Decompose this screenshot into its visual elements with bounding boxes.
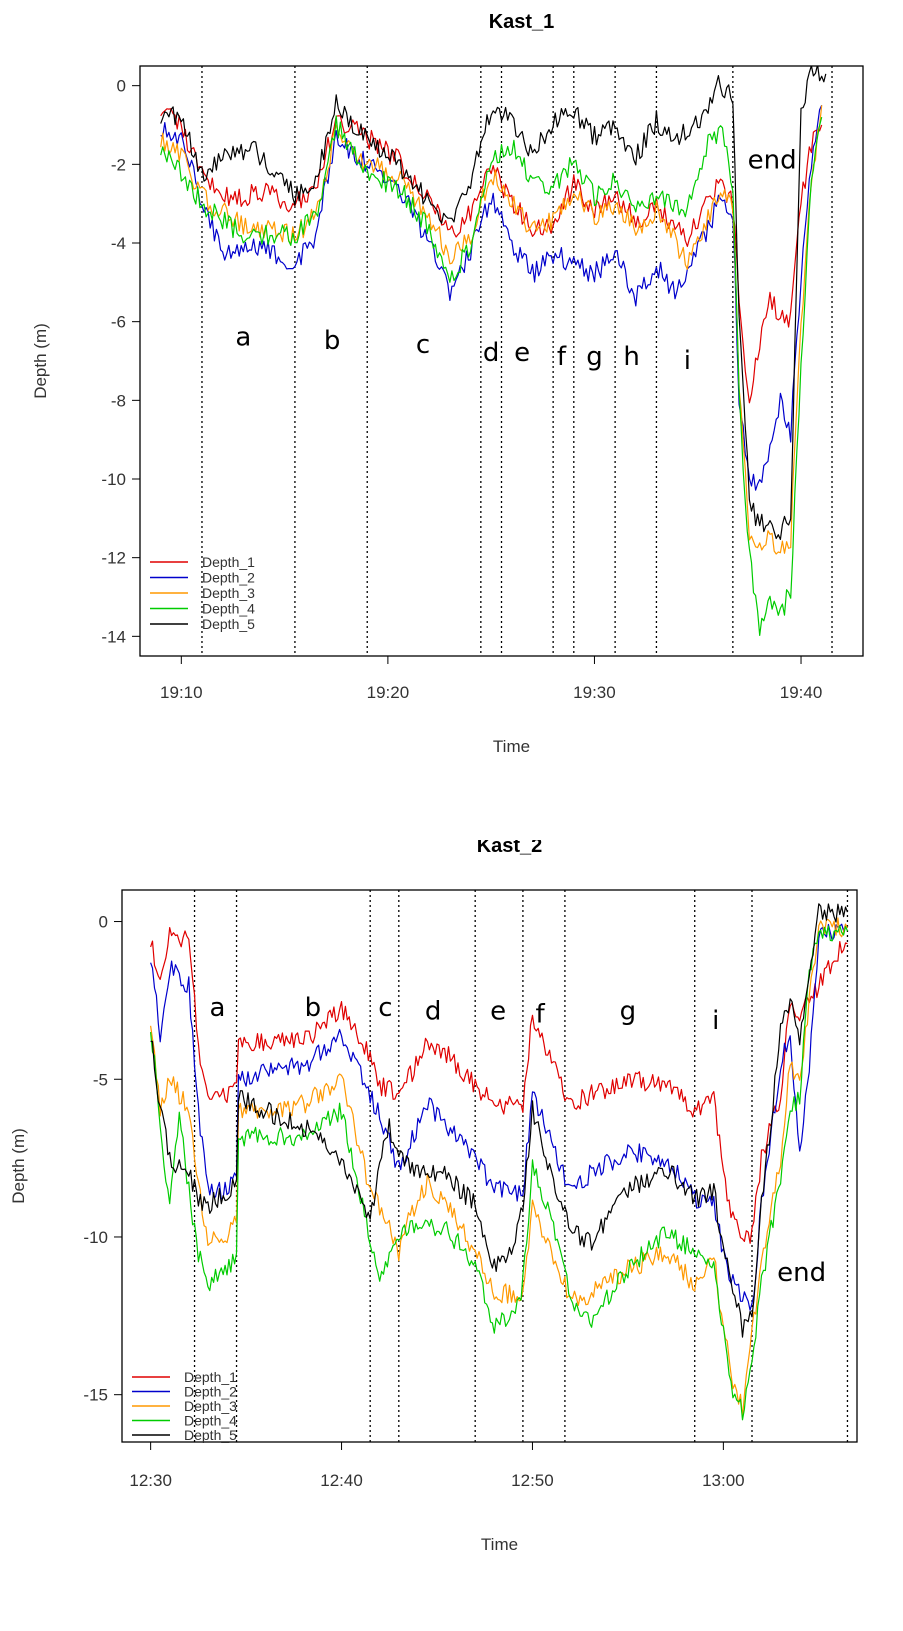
legend-label: Depth_5: [184, 1427, 237, 1443]
x-tick-label: 19:30: [573, 683, 616, 702]
y-axis-label: Depth (m): [9, 1128, 28, 1204]
series-line-depth-5: [160, 66, 827, 541]
y-tick-label: -12: [101, 549, 126, 568]
y-tick-label: 0: [99, 913, 108, 932]
x-tick-label: 12:50: [511, 1471, 554, 1490]
y-tick-label: -10: [83, 1228, 108, 1247]
y-tick-label: -8: [111, 391, 126, 410]
x-tick-label: 13:00: [702, 1471, 745, 1490]
segment-label: i: [712, 1006, 719, 1036]
y-tick-label: -15: [83, 1386, 108, 1405]
segment-label: b: [324, 326, 341, 356]
segment-label: a: [235, 322, 251, 352]
legend-label: Depth_2: [184, 1384, 237, 1400]
y-tick-label: -2: [111, 155, 126, 174]
segment-label: end: [777, 1258, 826, 1288]
series-line-depth-4: [160, 115, 823, 637]
y-tick-label: -6: [111, 313, 126, 332]
x-tick-label: 19:40: [780, 683, 823, 702]
series-line-depth-1: [160, 108, 823, 404]
legend-label: Depth_2: [202, 570, 255, 586]
chart-kast-1: Kast_1 0 -2 -4 -6 -8 -10 -12 -14 19:10 19:20 19:30 1…: [0, 0, 903, 800]
series-line-depth-2: [160, 105, 823, 491]
plot-frame: [121, 889, 858, 1443]
segment-label: d: [483, 338, 500, 368]
series-line-depth-1: [150, 926, 848, 1244]
legend-label: Depth_4: [202, 601, 255, 617]
series-line-depth-5: [150, 903, 849, 1338]
legend-label: Depth_5: [202, 616, 255, 632]
chart-kast-2: Kast_2 0 -5 -10 -15 12:30 12:40 12:50 13:00 Time D…: [0, 840, 903, 1631]
segment-label: b: [305, 993, 322, 1023]
y-tick-label: 0: [117, 77, 126, 96]
segment-label: f: [557, 342, 567, 372]
y-tick-label: -10: [101, 470, 126, 489]
series-line-depth-3: [150, 917, 849, 1418]
segment-label: f: [536, 999, 546, 1029]
y-tick-label: -4: [111, 234, 126, 253]
legend-label: Depth_3: [202, 585, 255, 601]
segment-label: h: [623, 342, 639, 372]
x-tick-label: 12:40: [320, 1471, 363, 1490]
segment-label: c: [378, 993, 392, 1023]
x-axis-label: Time: [493, 737, 530, 756]
segment-label: e: [514, 338, 530, 368]
segment-label: e: [490, 996, 506, 1026]
y-axis-label: Depth (m): [31, 323, 50, 399]
segment-label: g: [620, 996, 637, 1026]
segment-label: a: [209, 993, 225, 1023]
x-tick-label: 19:20: [367, 683, 410, 702]
segment-label: end: [748, 145, 797, 175]
legend-label: Depth_1: [184, 1369, 237, 1385]
y-tick-label: -5: [93, 1070, 108, 1089]
chart-kast-2-svg: Kast_2 0 -5 -10 -15 12:30 12:40 12:50 13:00 Time D…: [9, 840, 858, 1554]
chart-title: Kast_1: [489, 11, 555, 33]
x-tick-label: 19:10: [160, 683, 203, 702]
series-line-depth-4: [150, 924, 849, 1421]
segment-label: c: [416, 330, 430, 360]
x-axis-label: Time: [481, 1535, 518, 1554]
legend-label: Depth_3: [184, 1398, 237, 1414]
segment-label: i: [684, 346, 691, 376]
chart-title: Kast_2: [477, 840, 543, 857]
series-line-depth-3: [160, 105, 823, 555]
chart-kast-1-svg: Kast_1 0 -2 -4 -6 -8 -10 -12 -14 19:10 19:20 19:30 1…: [31, 11, 864, 756]
legend-label: Depth_1: [202, 554, 255, 570]
segment-label: d: [425, 996, 442, 1026]
x-tick-label: 12:30: [129, 1471, 172, 1490]
y-tick-label: -14: [101, 627, 126, 646]
series-line-depth-2: [150, 923, 849, 1311]
segment-label: g: [586, 342, 603, 372]
legend-label: Depth_4: [184, 1413, 237, 1429]
